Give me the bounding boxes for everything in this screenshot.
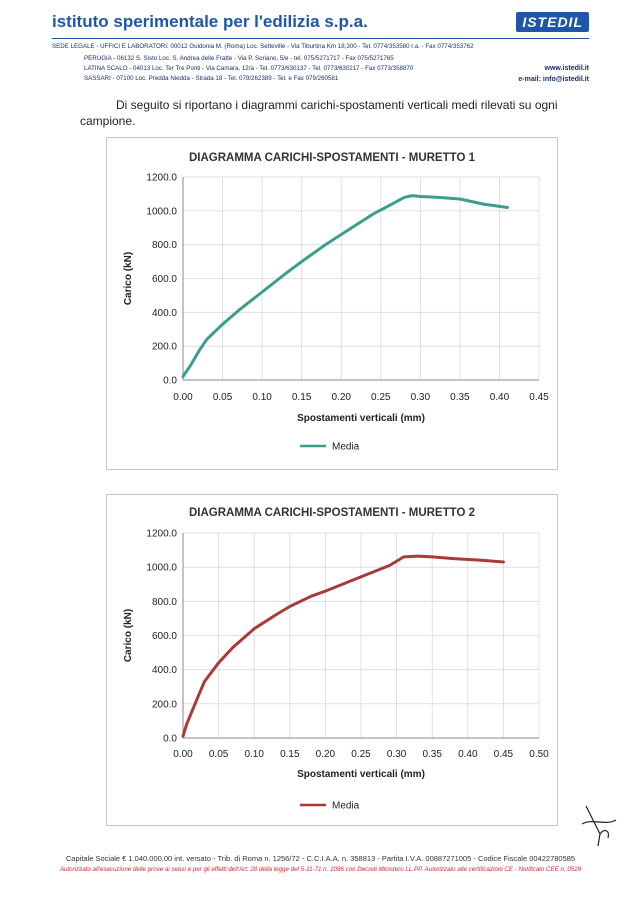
signature-mark (581, 805, 617, 847)
website-link[interactable]: www.istedil.it (544, 65, 589, 72)
chart-svg: DIAGRAMMA CARICHI-SPOSTAMENTI - MURETTO … (123, 507, 549, 812)
y-axis-label: Carico (kN) (123, 609, 134, 662)
y-tick-label: 600.0 (152, 631, 177, 642)
x-tick-label: 0.45 (494, 749, 514, 760)
x-tick-label: 0.40 (490, 392, 510, 403)
y-tick-label: 1200.0 (146, 173, 177, 184)
x-tick-label: 0.30 (387, 749, 407, 760)
y-axis-label: Carico (kN) (123, 252, 134, 305)
y-tick-label: 1200.0 (146, 529, 177, 540)
x-axis-label: Spostamenti verticali (mm) (297, 413, 425, 424)
y-tick-label: 0.0 (163, 734, 177, 745)
x-tick-label: 0.10 (252, 392, 272, 403)
header-address-line: PERUGIA - 06132 S. Sisto Loc. S. Andrea … (84, 55, 394, 62)
header-address-line: LATINA SCALO - 04013 Loc. Ter Tre Ponti … (84, 65, 414, 72)
x-tick-label: 0.35 (450, 392, 470, 403)
x-tick-label: 0.20 (316, 749, 336, 760)
y-tick-label: 1000.0 (146, 206, 177, 217)
email-link[interactable]: e-mail: info@istedil.it (518, 76, 589, 83)
chart-muretto-1: DIAGRAMMA CARICHI-SPOSTAMENTI - MURETTO … (106, 137, 558, 470)
x-tick-label: 0.10 (244, 749, 264, 760)
y-tick-label: 400.0 (152, 665, 177, 676)
x-tick-label: 0.25 (351, 749, 371, 760)
chart-title: DIAGRAMMA CARICHI-SPOSTAMENTI - MURETTO … (189, 152, 476, 164)
intro-paragraph: Di seguito si riportano i diagrammi cari… (80, 98, 558, 128)
y-tick-label: 1000.0 (146, 563, 177, 574)
series-line (181, 554, 505, 738)
company-logo: ISTEDIL (516, 12, 589, 32)
header-address-line: SEDE LEGALE - UFFICI E LABORATORI: 00012… (52, 43, 474, 50)
x-tick-label: 0.00 (173, 392, 193, 403)
x-tick-label: 0.15 (292, 392, 312, 403)
x-tick-label: 0.15 (280, 749, 300, 760)
x-tick-label: 0.05 (209, 749, 229, 760)
y-tick-label: 800.0 (152, 240, 177, 251)
header-rule (52, 38, 589, 39)
y-tick-label: 200.0 (152, 699, 177, 710)
chart-svg: DIAGRAMMA CARICHI-SPOSTAMENTI - MURETTO … (123, 152, 549, 453)
y-tick-label: 400.0 (152, 308, 177, 319)
y-tick-label: 800.0 (152, 597, 177, 608)
chart-title: DIAGRAMMA CARICHI-SPOSTAMENTI - MURETTO … (189, 507, 475, 519)
x-tick-label: 0.40 (458, 749, 478, 760)
y-tick-label: 0.0 (163, 376, 177, 387)
header-address-line: SASSARI - 07100 Loc. Predda Niedda - Str… (84, 75, 339, 82)
legend-label: Media (332, 442, 360, 453)
x-tick-label: 0.25 (371, 392, 391, 403)
y-tick-label: 600.0 (152, 274, 177, 285)
y-tick-label: 200.0 (152, 342, 177, 353)
x-tick-label: 0.00 (173, 749, 193, 760)
x-axis-label: Spostamenti verticali (mm) (297, 769, 425, 780)
series-line (181, 194, 509, 379)
x-tick-label: 0.05 (213, 392, 233, 403)
chart-muretto-2: DIAGRAMMA CARICHI-SPOSTAMENTI - MURETTO … (106, 494, 558, 826)
footer-legal: Capitale Sociale € 1.040.000,00 int. ver… (65, 854, 576, 863)
x-tick-label: 0.35 (422, 749, 442, 760)
company-title: istituto sperimentale per l'edilizia s.p… (52, 12, 368, 31)
x-tick-label: 0.20 (331, 392, 351, 403)
x-tick-label: 0.45 (529, 392, 549, 403)
footer-authorization: Autorizzato all'esecuzione delle prove a… (59, 866, 582, 873)
x-tick-label: 0.30 (411, 392, 431, 403)
legend-label: Media (332, 801, 360, 812)
x-tick-label: 0.50 (529, 749, 549, 760)
